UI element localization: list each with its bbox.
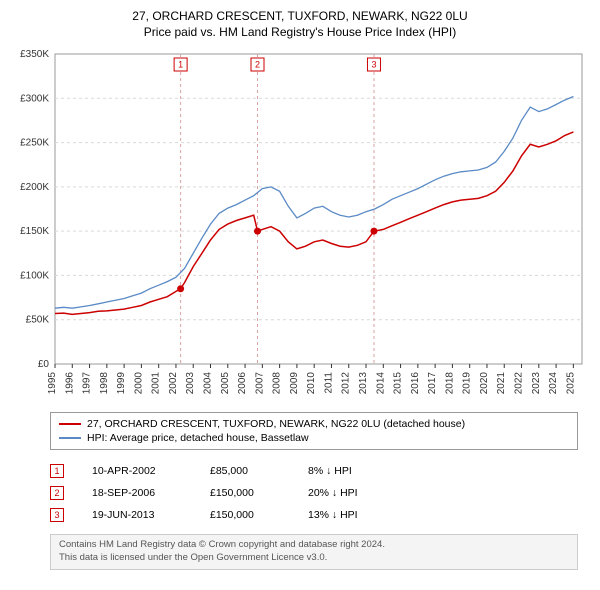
x-tick-label: 2021 (496, 372, 507, 395)
x-tick-label: 2012 (341, 372, 352, 395)
x-tick-label: 2008 (272, 372, 283, 395)
x-tick-label: 1995 (47, 372, 58, 395)
x-tick-label: 2014 (375, 372, 386, 395)
chart-title: 27, ORCHARD CRESCENT, TUXFORD, NEWARK, N… (10, 8, 590, 40)
x-tick-label: 2001 (151, 372, 162, 395)
x-tick-label: 2002 (168, 372, 179, 395)
y-tick-label: £350K (20, 49, 49, 60)
x-tick-label: 2013 (358, 372, 369, 395)
x-tick-label: 1999 (116, 372, 127, 395)
y-tick-label: £0 (38, 359, 50, 370)
x-tick-label: 2023 (531, 372, 542, 395)
x-tick-label: 2000 (133, 372, 144, 395)
legend-label: HPI: Average price, detached house, Bass… (87, 432, 309, 444)
x-tick-label: 2010 (306, 372, 317, 395)
title-address: 27, ORCHARD CRESCENT, TUXFORD, NEWARK, N… (10, 8, 590, 24)
x-tick-label: 2006 (237, 372, 248, 395)
legend: 27, ORCHARD CRESCENT, TUXFORD, NEWARK, N… (50, 412, 578, 450)
transaction-price: £85,000 (210, 465, 280, 477)
x-tick-label: 2020 (479, 372, 490, 395)
transaction-price: £150,000 (210, 509, 280, 521)
event-marker-label: 2 (255, 60, 260, 70)
transaction-date: 19-JUN-2013 (92, 509, 182, 521)
legend-item: HPI: Average price, detached house, Bass… (59, 431, 569, 445)
x-tick-label: 2004 (203, 372, 214, 395)
x-tick-label: 2025 (565, 372, 576, 395)
transaction-marker: 1 (50, 464, 64, 478)
transaction-delta: 20% ↓ HPI (308, 487, 358, 499)
y-tick-label: £300K (20, 94, 49, 105)
legend-swatch (59, 437, 81, 439)
x-tick-label: 1998 (99, 372, 110, 395)
x-tick-label: 2015 (393, 372, 404, 395)
transaction-row: 2 18-SEP-2006 £150,000 20% ↓ HPI (50, 482, 578, 504)
transaction-delta: 8% ↓ HPI (308, 465, 352, 477)
y-tick-label: £250K (20, 138, 49, 149)
legend-label: 27, ORCHARD CRESCENT, TUXFORD, NEWARK, N… (87, 418, 465, 430)
event-marker-label: 1 (178, 60, 183, 70)
footer-line2: This data is licensed under the Open Gov… (59, 552, 569, 565)
x-tick-label: 2019 (462, 372, 473, 395)
x-tick-label: 2009 (289, 372, 300, 395)
x-tick-label: 1996 (64, 372, 75, 395)
event-marker-label: 3 (371, 60, 376, 70)
transaction-delta: 13% ↓ HPI (308, 509, 358, 521)
x-tick-label: 2016 (410, 372, 421, 395)
title-subtitle: Price paid vs. HM Land Registry's House … (10, 24, 590, 40)
y-tick-label: £50K (26, 315, 50, 326)
line-chart-svg: £0 £50K £100K £150K £200K £250K £300K £350K 1995… (10, 44, 590, 404)
x-tick-label: 2005 (220, 372, 231, 395)
y-tick-label: £200K (20, 182, 49, 193)
x-tick-label: 2017 (427, 372, 438, 395)
transaction-date: 10-APR-2002 (92, 465, 182, 477)
transaction-row: 1 10-APR-2002 £85,000 8% ↓ HPI (50, 460, 578, 482)
legend-item: 27, ORCHARD CRESCENT, TUXFORD, NEWARK, N… (59, 417, 569, 431)
x-tick-label: 2007 (254, 372, 265, 395)
x-tick-label: 2003 (185, 372, 196, 395)
transactions-table: 1 10-APR-2002 £85,000 8% ↓ HPI 2 18-SEP-2006 £… (50, 460, 578, 526)
footer-line1: Contains HM Land Registry data © Crown c… (59, 539, 569, 552)
x-tick-label: 1997 (82, 372, 93, 395)
transaction-marker: 2 (50, 486, 64, 500)
transaction-price: £150,000 (210, 487, 280, 499)
transaction-row: 3 19-JUN-2013 £150,000 13% ↓ HPI (50, 504, 578, 526)
x-tick-label: 2011 (323, 372, 334, 394)
chart-container: 27, ORCHARD CRESCENT, TUXFORD, NEWARK, N… (0, 0, 600, 590)
transaction-marker: 3 (50, 508, 64, 522)
y-tick-label: £100K (20, 271, 49, 282)
y-tick-label: £150K (20, 227, 49, 238)
x-tick-label: 2024 (548, 372, 559, 395)
transaction-date: 18-SEP-2006 (92, 487, 182, 499)
x-tick-label: 2018 (444, 372, 455, 395)
chart-plot-area: £0 £50K £100K £150K £200K £250K £300K £350K 1995… (10, 44, 590, 404)
legend-swatch (59, 423, 81, 425)
footer-attribution: Contains HM Land Registry data © Crown c… (50, 534, 578, 570)
x-tick-label: 2022 (514, 372, 525, 395)
